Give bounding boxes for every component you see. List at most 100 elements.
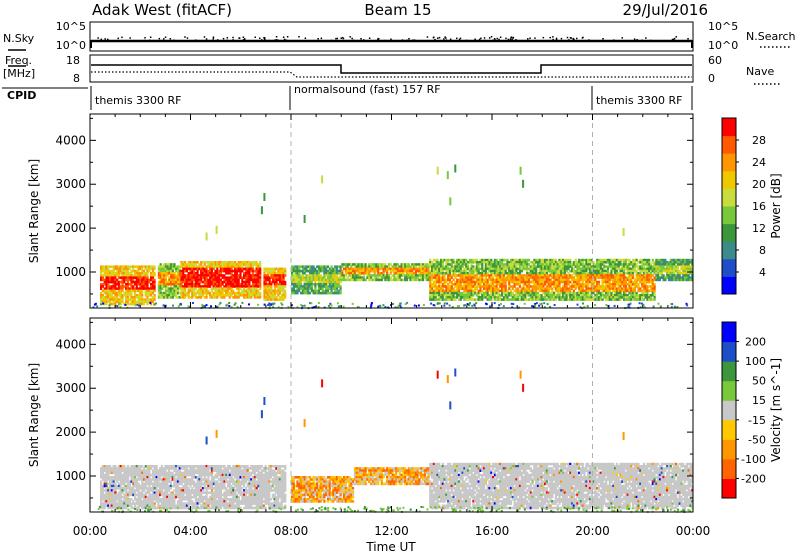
power-cell: [151, 265, 154, 268]
power-cell: [137, 278, 140, 282]
power-cell: [414, 278, 417, 282]
power-cell: [563, 298, 566, 301]
power-cell: [685, 267, 688, 271]
power-cell: [535, 280, 538, 284]
power-cell: [308, 278, 312, 282]
power-cell: [646, 265, 649, 268]
power-cell: [623, 265, 626, 268]
power-cell: [117, 300, 121, 304]
power-cell: [105, 278, 108, 282]
power-cell: [596, 272, 599, 275]
power-cell: [346, 272, 349, 275]
power-cell: [263, 278, 266, 282]
power-cell: [346, 265, 349, 268]
nsky-point: [474, 38, 476, 40]
power-cell: [133, 265, 137, 268]
nsky-point: [261, 39, 263, 41]
power-cell: [185, 278, 188, 282]
power-cell: [517, 263, 520, 266]
power-cell: [404, 274, 407, 277]
power-cell: [443, 258, 446, 262]
power-cell: [319, 287, 322, 290]
power-cell: [337, 269, 340, 273]
power-cell: [599, 291, 602, 295]
power-cell: [166, 294, 169, 297]
power-cell: [243, 267, 246, 271]
power-cell: [164, 291, 167, 295]
power-cell: [474, 283, 477, 286]
power-cell: [117, 269, 121, 273]
power-cell: [214, 263, 217, 266]
power-cell: [563, 276, 566, 279]
power-cell: [581, 287, 584, 290]
power-cell: [237, 263, 240, 266]
power-cell: [216, 263, 219, 266]
power-cell: [296, 287, 299, 290]
power-cell: [396, 276, 400, 279]
power-cell: [196, 291, 199, 295]
power-cell: [292, 285, 295, 288]
power-cell: [531, 272, 534, 275]
power-cell: [265, 291, 268, 295]
power-cell: [479, 296, 482, 299]
power-cell: [244, 291, 247, 295]
power-cell: [492, 278, 495, 282]
power-cell: [301, 272, 304, 275]
power-cell: [592, 265, 595, 268]
power-cell: [574, 283, 577, 286]
power-cell: [605, 272, 608, 275]
power-cell: [194, 265, 197, 268]
power-cell: [150, 289, 153, 293]
power-cell: [578, 296, 581, 299]
power-cell: [341, 272, 344, 275]
power-cell: [323, 280, 326, 284]
power-cell: [146, 285, 149, 288]
power-cell: [368, 263, 371, 266]
power-cell: [291, 272, 294, 275]
power-cell: [187, 296, 190, 299]
power-cell: [470, 263, 473, 266]
power-cell: [382, 269, 385, 273]
power-cell: [599, 285, 602, 288]
power-cell: [465, 289, 468, 293]
power-cell: [581, 258, 584, 262]
power-cell: [531, 296, 534, 299]
power-cell: [544, 263, 547, 266]
power-cell: [239, 291, 242, 295]
power-cell: [125, 294, 128, 297]
power-cell: [198, 294, 201, 297]
power-cell: [621, 296, 624, 299]
power-cell: [596, 283, 599, 286]
power-cell: [468, 280, 471, 284]
power-cell: [200, 261, 203, 264]
power-cell: [294, 267, 297, 271]
power-cell: [499, 294, 502, 297]
power-cell: [275, 289, 278, 293]
power-cell: [187, 276, 190, 279]
power-cell: [567, 272, 570, 275]
power-cell: [330, 289, 333, 293]
power-cell: [303, 289, 306, 293]
power-cell: [470, 283, 473, 286]
power-cell: [463, 263, 466, 266]
nsky-point: [507, 38, 510, 41]
power-cell: [126, 298, 129, 301]
power-speckle: [676, 306, 679, 309]
power-cell: [416, 267, 419, 271]
power-cell: [429, 294, 432, 297]
power-cell: [135, 296, 138, 299]
power-cell: [191, 289, 194, 293]
power-cell: [565, 261, 568, 264]
power-cell: [141, 291, 144, 295]
power-cell: [175, 294, 178, 297]
power-cell: [203, 267, 206, 271]
power-cell: [218, 263, 221, 266]
power-cell: [228, 287, 231, 290]
power-cell: [457, 298, 461, 301]
power-cell: [592, 287, 595, 290]
power-cell: [662, 263, 665, 266]
power-cell: [684, 265, 687, 268]
power-cell: [621, 258, 624, 262]
power-cell: [623, 296, 626, 299]
power-cell: [101, 269, 104, 273]
